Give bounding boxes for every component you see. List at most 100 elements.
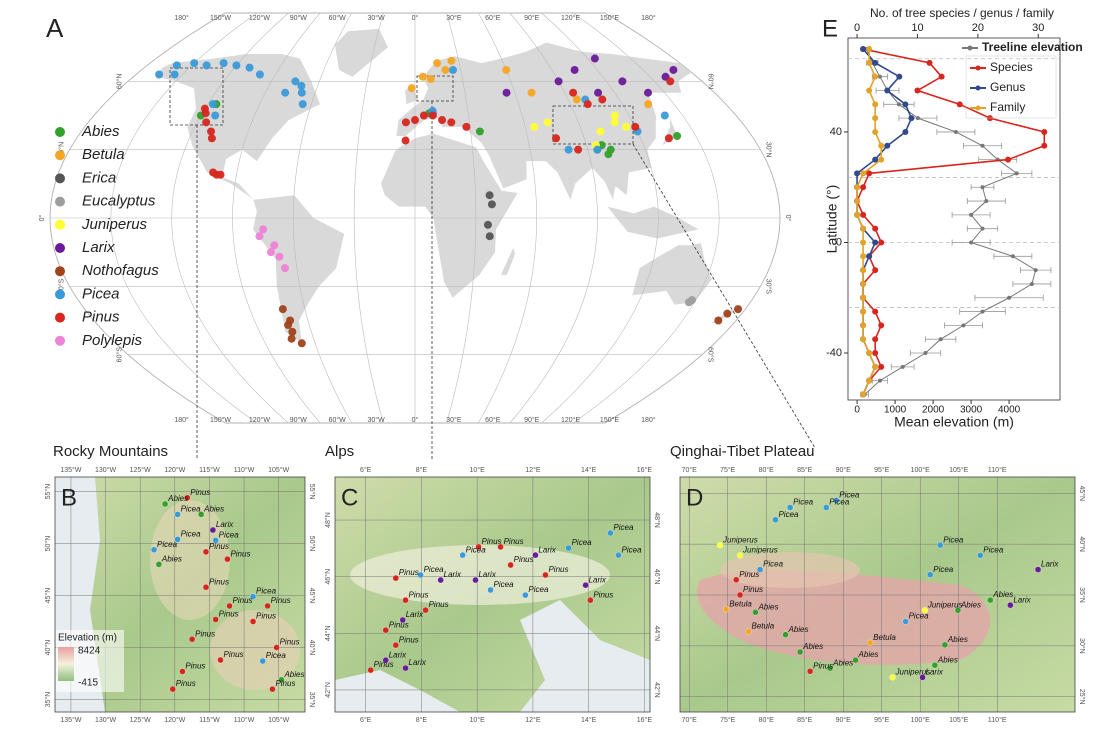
occurrence	[422, 606, 429, 614]
occurrence	[407, 84, 416, 93]
point-label: Juniperus	[722, 535, 758, 544]
occurrence	[564, 145, 573, 154]
occurrence	[249, 618, 257, 625]
series-point	[860, 294, 867, 301]
point-label: Picea	[256, 587, 277, 596]
x-tick-label: 3000	[960, 405, 983, 416]
occurrence	[155, 561, 163, 568]
occurrence	[433, 59, 442, 68]
legend-label: Eucalyptus	[82, 193, 156, 210]
point-label: Picea	[157, 540, 178, 549]
series-point	[860, 336, 867, 343]
point-label: Larix	[1041, 560, 1059, 569]
point-label: Picea	[466, 545, 487, 554]
land	[253, 195, 345, 344]
land	[156, 54, 320, 200]
lon-label: 105°E	[949, 716, 968, 724]
lon-label: 80°E	[759, 716, 775, 724]
occurrence	[245, 63, 254, 72]
panel-label: C	[341, 484, 358, 511]
occurrence	[669, 65, 678, 74]
occurrence	[806, 668, 814, 675]
point-label: Picea	[424, 565, 445, 574]
lat-label: 30°N	[765, 142, 773, 158]
lon-label: 150°W	[210, 14, 231, 22]
occurrence	[212, 537, 219, 544]
legend-swatch	[55, 196, 65, 207]
legend-label: Nothofagus	[82, 262, 159, 279]
point-label: Abies	[161, 554, 182, 563]
lon-label: 120°E	[561, 416, 580, 424]
y-axis-title: Latitude (°)	[824, 185, 840, 254]
occurrence	[723, 309, 732, 318]
occurrence	[209, 168, 218, 177]
rocky-box	[169, 67, 224, 126]
series-point	[896, 102, 901, 107]
series-point	[1041, 128, 1048, 135]
x2-tick-label: 0	[854, 22, 860, 34]
series-point	[938, 337, 943, 342]
lon-label: 14°E	[581, 466, 597, 474]
lon-label: 120°W	[249, 14, 270, 22]
legend-swatch	[55, 312, 65, 323]
occurrence	[752, 609, 759, 616]
legend-swatch	[55, 289, 65, 300]
x-tick-label: 1000	[884, 405, 907, 416]
legend-swatch	[55, 335, 65, 346]
occurrence	[552, 134, 561, 143]
series-point	[878, 239, 885, 246]
occurrence	[569, 88, 578, 97]
series-point	[866, 59, 873, 66]
point-label: Larix	[409, 658, 427, 667]
occurrence	[401, 136, 410, 145]
occurrence	[852, 656, 859, 664]
occurrence	[487, 586, 494, 594]
panel-label: A	[46, 13, 64, 43]
lon-label: 150°E	[600, 14, 619, 22]
occurrence	[161, 500, 169, 508]
occurrence	[530, 122, 539, 131]
lon-label: 14°E	[581, 716, 597, 724]
x-tick-label: 2000	[922, 405, 945, 416]
point-label: Picea	[829, 498, 850, 507]
point-label: Pinus	[219, 610, 239, 619]
point-label: Pinus	[399, 635, 419, 644]
series-point	[866, 170, 873, 177]
panel-frame	[679, 476, 1076, 713]
lat-label: 50°N	[44, 536, 52, 552]
lat-label: 46°N	[653, 569, 661, 585]
occurrence	[543, 118, 552, 127]
land	[500, 247, 515, 275]
series-point	[854, 198, 861, 205]
point-label: Juniperus	[742, 545, 778, 554]
series-point	[872, 156, 879, 163]
panel-label: E	[822, 15, 838, 42]
occurrence	[291, 77, 300, 86]
lon-label: 30°W	[367, 416, 385, 424]
lon-label: 90°E	[836, 716, 852, 724]
color-bar	[58, 647, 74, 681]
occurrence	[441, 65, 450, 74]
occurrence	[954, 607, 962, 614]
occurrence	[202, 584, 210, 591]
occurrence	[497, 543, 504, 551]
point-label: Pinus	[256, 612, 276, 621]
plot-frame	[847, 37, 1061, 401]
occurrence	[937, 542, 944, 549]
occurrence	[255, 232, 264, 241]
lon-label: 150°W	[210, 416, 231, 424]
series-point	[872, 115, 879, 122]
series-point	[969, 240, 974, 245]
series-point	[980, 309, 985, 314]
lat-label: 55°N	[308, 484, 316, 500]
point-label: Pinus	[224, 650, 244, 659]
occurrence	[867, 639, 874, 646]
occurrence	[419, 111, 428, 120]
terrain-c	[335, 477, 650, 712]
lon-label: 120°E	[561, 14, 580, 22]
occurrence	[207, 127, 216, 136]
occurrence	[200, 104, 209, 113]
occurrence	[281, 88, 290, 97]
lon-label: 120°W	[164, 466, 185, 474]
point-label: Picea	[839, 491, 860, 500]
